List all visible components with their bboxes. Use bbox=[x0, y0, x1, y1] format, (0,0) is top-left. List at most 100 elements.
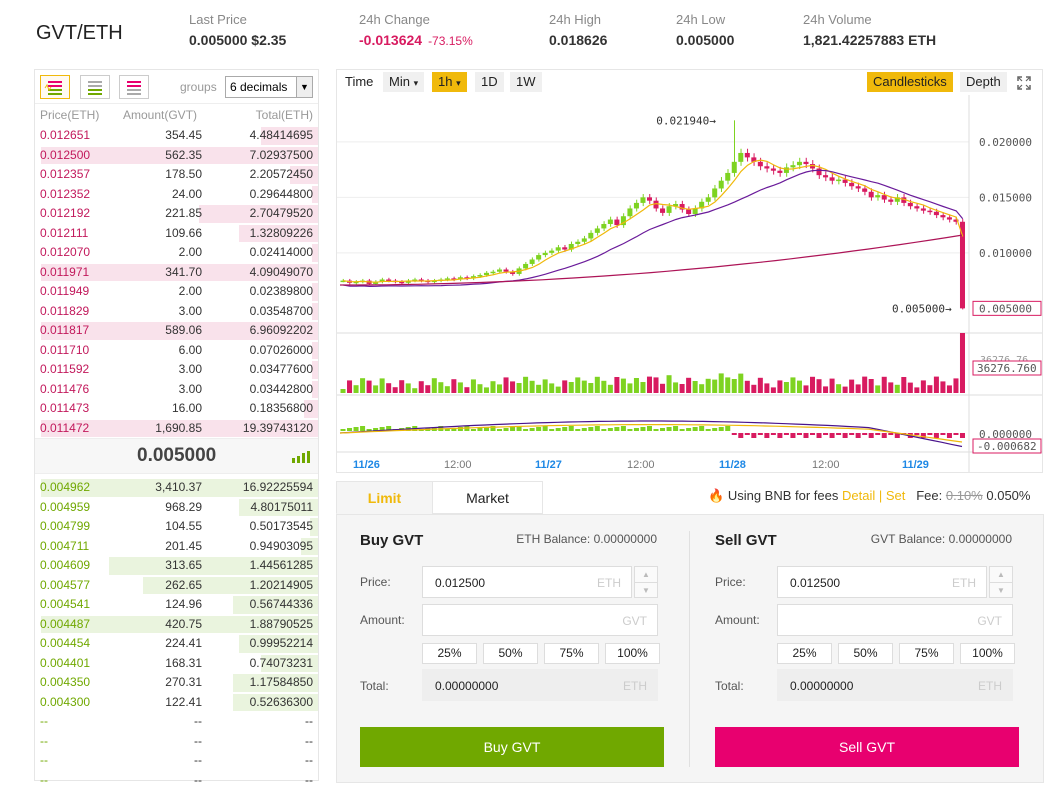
buy-100-button[interactable]: 100% bbox=[605, 643, 660, 664]
ask-row[interactable]: 0.012357 178.50 2.20572450 bbox=[35, 165, 318, 185]
1w-button[interactable]: 1W bbox=[510, 72, 542, 92]
bid-row[interactable]: 0.004350 270.31 1.17584850 bbox=[35, 673, 318, 693]
buy-25-button[interactable]: 25% bbox=[422, 643, 477, 664]
macd-bar bbox=[347, 428, 353, 431]
sell-title: Sell GVT bbox=[715, 532, 777, 549]
volume-bar bbox=[829, 378, 835, 393]
buy-amount-input[interactable]: GVT bbox=[422, 604, 658, 636]
candle-body bbox=[399, 281, 405, 284]
ask-row[interactable]: 0.011971 341.70 4.09049070 bbox=[35, 263, 318, 283]
ask-row[interactable]: 0.011817 589.06 6.96092202 bbox=[35, 321, 318, 341]
sell-button[interactable]: Sell GVT bbox=[715, 727, 1019, 767]
volume-bar bbox=[542, 379, 548, 393]
price-axis-label: 0.010000 bbox=[979, 247, 1032, 260]
ask-row[interactable]: 0.012111 109.66 1.32809226 bbox=[35, 224, 318, 244]
candle-body bbox=[744, 152, 750, 158]
bid-row[interactable]: 0.004799 104.55 0.50173545 bbox=[35, 517, 318, 537]
ask-row[interactable]: 0.011592 3.00 0.03477600 bbox=[35, 360, 318, 380]
chevron-up-icon[interactable]: ▲ bbox=[642, 570, 650, 579]
ask-row[interactable]: 0.011710 6.00 0.07026000 bbox=[35, 341, 318, 361]
sell-price-stepper[interactable]: ▲ ▼ bbox=[989, 566, 1013, 598]
bid-row[interactable]: 0.004300 122.41 0.52636300 bbox=[35, 693, 318, 713]
bid-row[interactable]: -- -- -- bbox=[35, 751, 318, 771]
bid-row[interactable]: 0.004962 3,410.37 16.92225594 bbox=[35, 478, 318, 498]
bid-row[interactable]: -- -- -- bbox=[35, 732, 318, 752]
depth-bar bbox=[199, 205, 318, 223]
sell-price-value: 0.012500 bbox=[790, 576, 841, 590]
sell-50-button[interactable]: 50% bbox=[838, 643, 893, 664]
time-axis-label: 12:00 bbox=[627, 459, 655, 471]
ask-row[interactable]: 0.011949 2.00 0.02389800 bbox=[35, 282, 318, 302]
candle-body bbox=[783, 167, 789, 173]
1d-button[interactable]: 1D bbox=[475, 72, 504, 92]
bid-row[interactable]: 0.004401 168.31 0.74073231 bbox=[35, 654, 318, 674]
fullscreen-icon[interactable] bbox=[1017, 76, 1031, 90]
ask-row[interactable]: 0.012192 221.85 2.70479520 bbox=[35, 204, 318, 224]
bid-row[interactable]: 0.004454 224.41 0.99952214 bbox=[35, 634, 318, 654]
ask-row[interactable]: 0.011829 3.00 0.03548700 bbox=[35, 302, 318, 322]
row-total: 6.96092202 bbox=[249, 323, 313, 337]
buy-price-stepper[interactable]: ▲ ▼ bbox=[634, 566, 658, 598]
view-bids-button[interactable] bbox=[80, 75, 110, 99]
time-button[interactable]: Time bbox=[345, 74, 374, 89]
view-asks-button[interactable] bbox=[119, 75, 149, 99]
buy-price-input[interactable]: 0.012500 ETH bbox=[422, 566, 632, 598]
chevron-down-icon[interactable]: ▼ bbox=[635, 582, 657, 597]
tab-limit[interactable]: Limit bbox=[336, 481, 433, 514]
price-chart-panel: Time Min ▾ 1h ▾ 1D 1W Candlesticks Depth… bbox=[336, 69, 1043, 473]
candlesticks-button[interactable]: Candlesticks bbox=[867, 72, 953, 92]
ask-row[interactable]: 0.012500 562.35 7.02937500 bbox=[35, 146, 318, 166]
ask-row[interactable]: 0.012352 24.00 0.29644800 bbox=[35, 185, 318, 205]
macd-bar bbox=[516, 426, 522, 431]
detail-link[interactable]: Detail bbox=[841, 488, 876, 503]
row-total: 0.02414000 bbox=[249, 245, 313, 259]
bid-row[interactable]: -- -- -- bbox=[35, 712, 318, 732]
min-button[interactable]: Min ▾ bbox=[383, 72, 425, 92]
candlestick-chart[interactable]: 0.020000 0.015000 0.010000 0.005000 0.021940… bbox=[337, 95, 1042, 472]
ask-row[interactable]: 0.011476 3.00 0.03442800 bbox=[35, 380, 318, 400]
macd-bar bbox=[601, 429, 607, 431]
sell-amount-input[interactable]: GVT bbox=[777, 604, 1013, 636]
volume-bar bbox=[673, 382, 679, 393]
bid-row[interactable]: 0.004577 262.65 1.20214905 bbox=[35, 576, 318, 596]
chevron-up-icon[interactable]: ▲ bbox=[997, 570, 1005, 579]
candle-body bbox=[731, 161, 737, 173]
time-axis-label: 12:00 bbox=[444, 459, 472, 471]
depth-button[interactable]: Depth bbox=[960, 72, 1007, 92]
bid-row[interactable]: 0.004541 124.96 0.56744336 bbox=[35, 595, 318, 615]
low-value: 0.005000 bbox=[676, 32, 735, 48]
bid-row[interactable]: 0.004487 420.75 1.88790525 bbox=[35, 615, 318, 635]
chevron-down-icon[interactable]: ▼ bbox=[990, 582, 1012, 597]
view-both-button[interactable] bbox=[40, 75, 70, 99]
fee-new: 0.050% bbox=[986, 488, 1031, 503]
sell-price-input[interactable]: 0.012500 ETH bbox=[777, 566, 987, 598]
candle-body bbox=[842, 179, 848, 183]
candle-body bbox=[620, 216, 626, 226]
buy-50-button[interactable]: 50% bbox=[483, 643, 538, 664]
set-link[interactable]: Set bbox=[885, 488, 906, 503]
ask-row[interactable]: 0.011472 1,690.85 19.39743120 bbox=[35, 419, 318, 439]
volume-bar bbox=[516, 383, 522, 393]
sell-25-button[interactable]: 25% bbox=[777, 643, 832, 664]
row-amount: 313.65 bbox=[165, 558, 202, 572]
sell-75-button[interactable]: 75% bbox=[899, 643, 954, 664]
chevron-down-icon: ▾ bbox=[456, 78, 461, 88]
buy-75-button[interactable]: 75% bbox=[544, 643, 599, 664]
interval-button[interactable]: 1h ▾ bbox=[432, 72, 467, 92]
row-total: 0.07026000 bbox=[249, 342, 313, 357]
ask-row[interactable]: 0.012070 2.00 0.02414000 bbox=[35, 243, 318, 263]
sell-100-button[interactable]: 100% bbox=[960, 643, 1015, 664]
ask-row[interactable]: 0.012651 354.45 4.48414695 bbox=[35, 126, 318, 146]
tab-market[interactable]: Market bbox=[432, 481, 543, 514]
buy-button[interactable]: Buy GVT bbox=[360, 727, 664, 767]
bid-row[interactable]: -- -- -- bbox=[35, 771, 318, 791]
row-total: 16.92225594 bbox=[242, 480, 313, 494]
time-axis-label: 11/29 bbox=[902, 459, 929, 471]
decimals-select[interactable]: 6 decimals ▼ bbox=[225, 76, 313, 98]
bid-row[interactable]: 0.004609 313.65 1.44561285 bbox=[35, 556, 318, 576]
ask-row[interactable]: 0.011473 16.00 0.18356800 bbox=[35, 399, 318, 419]
bid-row[interactable]: 0.004711 201.45 0.94903095 bbox=[35, 537, 318, 557]
bid-row[interactable]: 0.004959 968.29 4.80175011 bbox=[35, 498, 318, 518]
candle-body bbox=[764, 166, 770, 169]
candle-body bbox=[686, 209, 692, 214]
